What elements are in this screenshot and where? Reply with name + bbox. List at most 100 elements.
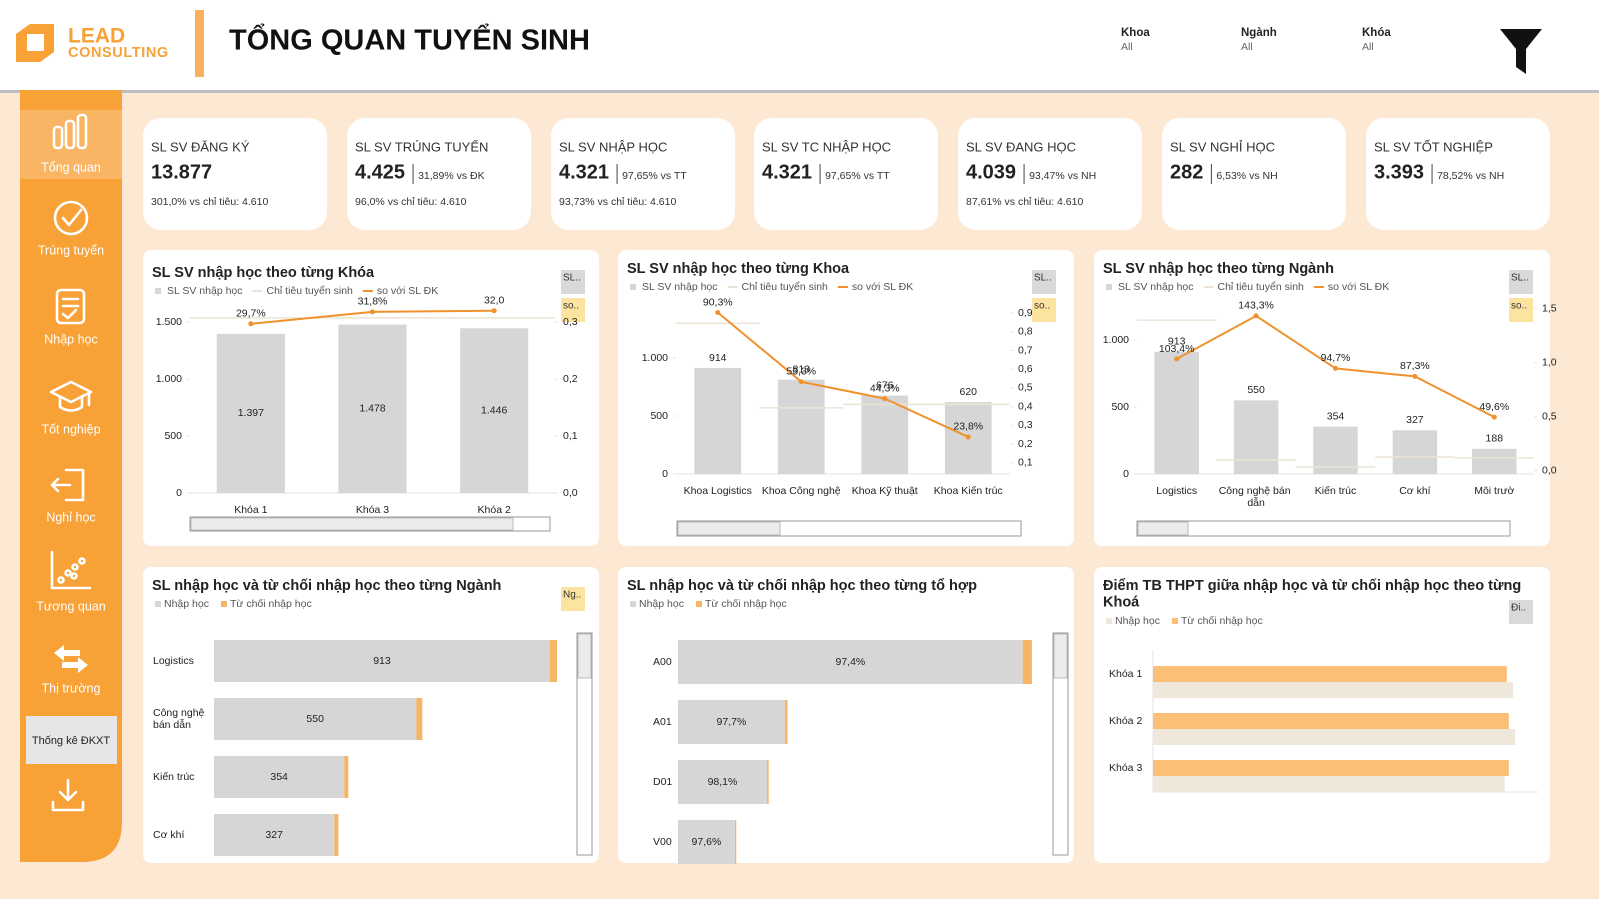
kpi-compare: 6,53% vs NH [1216,170,1277,182]
slicer-tag[interactable] [561,587,585,611]
ratio-point [491,308,497,314]
chart-title: SL SV nhập học theo từng Khóa [152,265,375,281]
kpi-card [143,118,327,230]
slicer-tag-label: Đi.. [1511,603,1526,614]
line-label: 103,4% [1159,343,1195,355]
x-tick-label: Kiến trúc [1315,485,1356,497]
bar [460,328,529,493]
icon-part [55,288,86,325]
slicer-tag[interactable] [1509,298,1533,322]
scrollbar[interactable] [576,632,593,856]
y-tick-label: 500 [164,430,182,442]
nav-button[interactable] [26,716,117,764]
nav-icon [53,200,89,236]
x-tick-label: Môi trườ [1474,485,1514,497]
y-tick-label: 0 [662,468,668,480]
chart-title: SL nhập học và từ chối nhập học theo từn… [627,578,977,594]
bar [1153,776,1505,792]
bar [1472,448,1517,474]
legend-marker [630,284,636,290]
bar-label: 354 [1327,410,1345,422]
bar-label: 914 [709,352,727,364]
scroll-thumb[interactable] [1053,633,1068,679]
legend-label: SL SV nhập học [642,281,718,293]
bar [416,698,423,740]
legend-label: so với SL ĐK [852,281,913,293]
x-tick-label: Khóa 2 [478,504,511,516]
text-line: Điểm TB THPT giữa nhập học và từ chối nh… [1103,578,1525,594]
bar [214,814,335,856]
scroll-thumb[interactable] [577,633,592,679]
nav-item[interactable]: Thống kê ĐKXT [32,735,111,747]
y-tick-label: D01 [653,776,672,788]
legend-label: so với SL ĐK [377,285,438,297]
nav-item[interactable]: Tổng quan [41,160,101,174]
header-bar [0,0,1599,90]
nav-item[interactable]: Thị trường [42,681,101,695]
y-tick-label: Kiến trúc [153,771,194,783]
text-line: dẫn [1247,496,1265,509]
filter-label: Khoa [1121,27,1150,39]
slicer-tag[interactable] [561,298,585,322]
y-tick-label: Khóa 1 [1109,668,1142,680]
slicer-tag[interactable] [561,270,585,294]
header-divider [195,10,204,77]
nav-item[interactable]: Nghỉ học [46,510,95,524]
nav-item[interactable]: Tương quan [36,599,105,613]
scrollbar[interactable] [1136,520,1511,537]
ratio-point [882,396,888,402]
text-line: Công nghệ [153,707,207,719]
bar-label: 913 [373,655,391,667]
y2-tick-label: 1,5 [1542,302,1557,314]
bar [334,814,339,856]
bar [678,820,735,864]
legend-label: so với SL ĐK [1328,281,1389,293]
slicer-tag[interactable] [1509,600,1533,624]
ratio-point [1253,313,1259,319]
bar [1153,666,1507,682]
icon-part [70,572,78,580]
scroll-thumb[interactable] [1137,521,1189,536]
nav-item[interactable]: Tốt nghiệp [41,422,100,436]
logo-hole [27,34,44,51]
kpi-card [347,118,531,230]
kpi-value: 4.425 [355,161,405,183]
legend-marker [1106,618,1112,624]
y2-tick-label: 0,5 [1018,382,1033,394]
bar [694,367,742,474]
line-label: 23,8% [953,421,983,433]
scrollbar[interactable] [1052,632,1069,856]
filter-icon[interactable] [1500,29,1542,74]
bar [784,700,788,744]
slicer-tag[interactable] [1032,298,1056,322]
y-tick-label: 0 [1123,468,1129,480]
bar [1154,351,1199,474]
ratio-point [248,321,254,327]
legend-label: Nhập học [164,598,209,610]
nav-item[interactable]: Trúng tuyển [38,243,104,257]
kpi-value: 282 [1170,161,1203,183]
nav-icon [50,550,92,590]
kpi-target: 93,73% vs chỉ tiêu: 4.610 [559,196,676,208]
scroll-thumb[interactable] [677,521,781,536]
line-label: 29,7% [236,308,266,320]
text-line: Khoá [1103,595,1140,611]
ratio-point [1491,414,1497,420]
x-tick-label: Cơ khí [1399,485,1430,497]
scroll-thumb[interactable] [190,517,514,531]
slicer-tag[interactable] [1509,270,1533,294]
kpi-title: SL SV TRÚNG TUYỂN [355,139,488,154]
download-icon[interactable] [51,778,85,812]
nav-icon [54,645,88,673]
nav-item[interactable]: Nhập học [44,332,98,346]
kpi-title: SL SV NHẬP HỌC [559,139,667,154]
bar-label: 1.478 [359,403,385,415]
y2-tick-label: 0,5 [1542,411,1557,423]
chart-panel [618,250,1074,546]
bar [216,333,285,493]
slicer-tag[interactable] [1032,270,1056,294]
slicer-tag-label: SL.. [1034,273,1052,284]
bar-label: 354 [270,771,288,783]
legend-marker [630,601,636,607]
slicer-tag-label: so.. [1034,301,1050,312]
